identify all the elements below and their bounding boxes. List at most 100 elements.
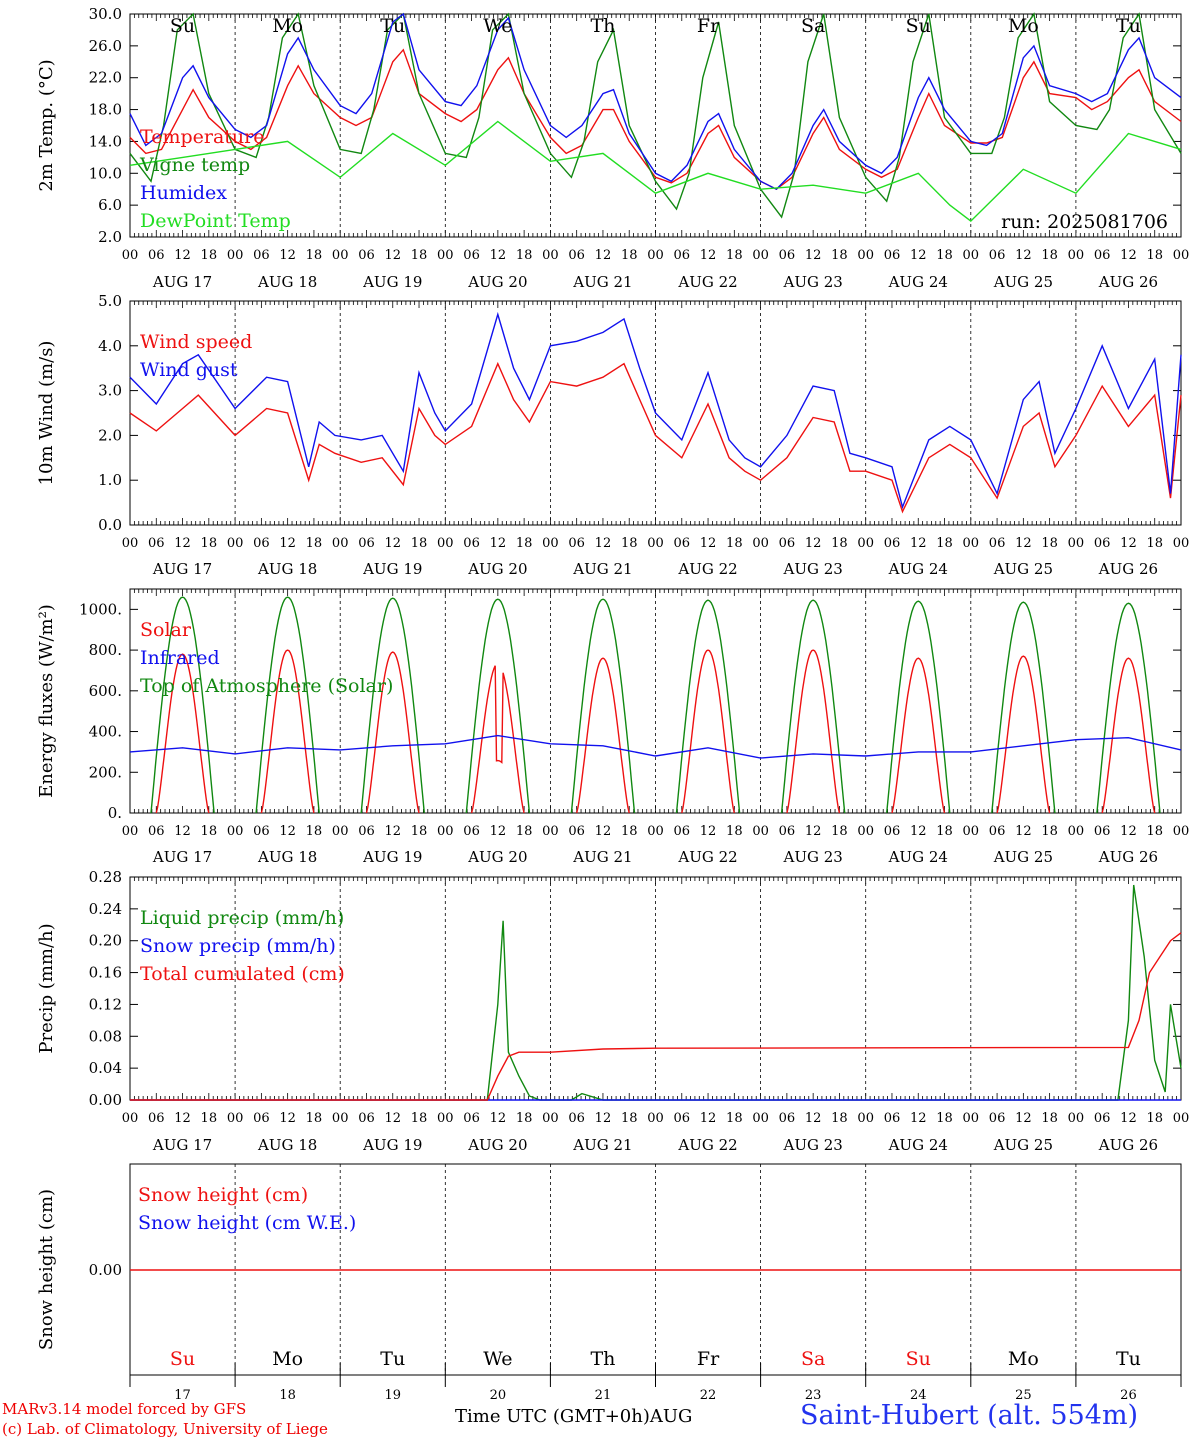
hour-label: 18	[726, 248, 743, 263]
hour-label: 00	[857, 536, 874, 551]
hour-label: 18	[621, 1111, 638, 1126]
hour-label: 06	[989, 248, 1006, 263]
hour-label: 12	[174, 824, 191, 839]
weekday-label: Mo	[1008, 1348, 1039, 1370]
y-tick-label: 4.0	[98, 337, 122, 355]
hour-label: 12	[700, 536, 717, 551]
weekday-label: Th	[590, 15, 615, 37]
hour-label: 06	[1094, 536, 1111, 551]
hour-label: 18	[726, 1111, 743, 1126]
legend-entry: Liquid precip (mm/h)	[140, 907, 344, 929]
hour-label: 12	[805, 824, 822, 839]
weekday-label: Su	[906, 1348, 931, 1370]
y-tick-label: 0.00	[89, 1091, 122, 1109]
toa-solar-curve	[360, 597, 425, 814]
toa-solar-curve	[780, 599, 846, 814]
toa-solar-curve	[1096, 602, 1161, 814]
y-tick-label: 22.0	[89, 69, 122, 87]
y-axis-label: 2m Temp. (°C)	[36, 59, 57, 191]
hour-label: 06	[358, 536, 375, 551]
model-credit: MARv3.14 model forced by GFS	[2, 1400, 247, 1418]
series-line	[129, 311, 1182, 510]
y-tick-label: 6.0	[98, 196, 122, 214]
weekday-label: Su	[170, 1348, 195, 1370]
series-line	[130, 884, 1182, 1101]
hour-label: 12	[1120, 536, 1137, 551]
hour-label: 18	[201, 536, 218, 551]
series-line	[129, 12, 1182, 219]
y-tick-label: 0.12	[89, 995, 122, 1013]
hour-label: 00	[647, 536, 664, 551]
hour-label: 18	[1146, 536, 1163, 551]
hour-label: 18	[1041, 824, 1058, 839]
y-tick-label: 0.00	[89, 1261, 122, 1279]
lab-credit: (c) Lab. of Climatology, University of L…	[2, 1420, 328, 1438]
hour-label: 18	[621, 536, 638, 551]
hour-label: 06	[1094, 248, 1111, 263]
toa-solar-curve	[570, 598, 636, 814]
date-label: AUG 18	[257, 560, 317, 578]
legend-entry: DewPoint Temp	[140, 210, 291, 232]
hour-label: 06	[358, 824, 375, 839]
hour-label: 18	[516, 536, 533, 551]
hour-label: 18	[726, 536, 743, 551]
hour-label: 06	[148, 824, 165, 839]
hour-label: 18	[1146, 1111, 1163, 1126]
date-label: AUG 22	[677, 560, 737, 578]
date-label: AUG 19	[362, 1136, 422, 1154]
solar-curve	[260, 649, 315, 814]
date-label: AUG 26	[1098, 560, 1158, 578]
series-line	[129, 48, 1182, 191]
date-label: AUG 23	[782, 273, 842, 291]
hour-label: 18	[306, 536, 323, 551]
legend-entry: Snow precip (mm/h)	[140, 935, 336, 957]
weekday-label: We	[483, 15, 512, 37]
weekday-label: Mo	[272, 1348, 303, 1370]
y-tick-label: 0.28	[89, 868, 122, 886]
hour-label: 00	[1173, 824, 1190, 839]
hour-label: 18	[1041, 248, 1058, 263]
legend-entry: Snow height (cm)	[138, 1184, 308, 1206]
hour-label: 18	[516, 1111, 533, 1126]
weekday-label: Mo	[272, 15, 303, 37]
hour-label: 06	[674, 1111, 691, 1126]
hour-label: 12	[384, 1111, 401, 1126]
hour-label: 12	[279, 248, 296, 263]
infrared-line	[129, 734, 1182, 759]
date-label: AUG 23	[782, 848, 842, 866]
hour-label: 06	[779, 1111, 796, 1126]
hour-label: 00	[647, 248, 664, 263]
hour-label: 12	[490, 536, 507, 551]
legend-entry: Snow height (cm W.E.)	[138, 1212, 356, 1234]
hour-label: 06	[148, 1111, 165, 1126]
hour-label: 00	[122, 536, 139, 551]
hour-label: 06	[463, 1111, 480, 1126]
hour-label: 00	[227, 824, 244, 839]
hour-label: 06	[779, 248, 796, 263]
legend-entry: Solar	[140, 619, 192, 641]
panel-frame	[129, 588, 1182, 814]
hour-label: 06	[568, 536, 585, 551]
hour-label: 12	[700, 824, 717, 839]
weekday-label: Tu	[380, 1348, 405, 1370]
hour-label: 06	[463, 248, 480, 263]
date-label: AUG 23	[782, 560, 842, 578]
hour-label: 18	[831, 1111, 848, 1126]
hour-label: 00	[1068, 536, 1085, 551]
weekday-label: Mo	[1008, 15, 1039, 37]
hour-label: 12	[174, 248, 191, 263]
hour-label: 12	[174, 1111, 191, 1126]
legend-entry: Wind speed	[140, 331, 252, 353]
hour-label: 06	[463, 824, 480, 839]
hour-label: 18	[201, 1111, 218, 1126]
hour-label: 00	[227, 248, 244, 263]
hour-label: 18	[831, 536, 848, 551]
hour-label: 12	[595, 248, 612, 263]
legend-entry: Infrared	[140, 647, 220, 669]
hour-label: 18	[831, 824, 848, 839]
hour-label: 06	[1094, 824, 1111, 839]
hour-label: 12	[910, 248, 927, 263]
hour-label: 00	[332, 248, 349, 263]
hour-label: 18	[1041, 536, 1058, 551]
hour-label: 12	[490, 1111, 507, 1126]
